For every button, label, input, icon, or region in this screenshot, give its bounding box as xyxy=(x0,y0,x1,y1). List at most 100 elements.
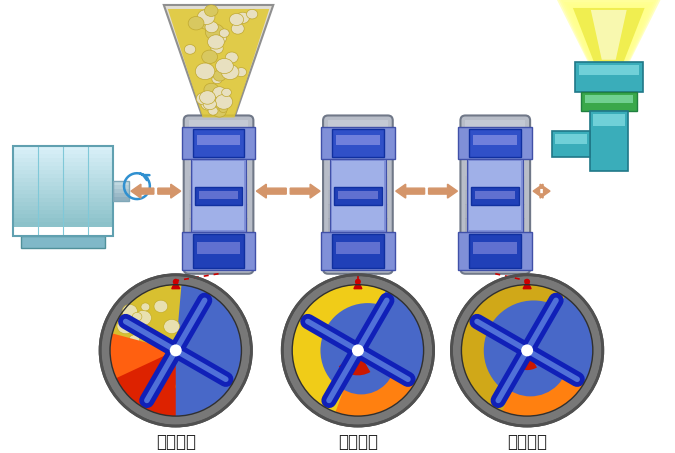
Ellipse shape xyxy=(355,279,361,284)
Ellipse shape xyxy=(232,23,244,34)
FancyBboxPatch shape xyxy=(323,116,393,274)
Bar xyxy=(466,135,525,149)
Ellipse shape xyxy=(205,5,218,16)
Bar xyxy=(458,127,532,159)
Bar xyxy=(328,204,387,219)
Wedge shape xyxy=(335,350,415,416)
Bar xyxy=(467,159,523,232)
Bar xyxy=(469,234,521,268)
Ellipse shape xyxy=(213,87,226,98)
Wedge shape xyxy=(110,284,242,416)
Ellipse shape xyxy=(219,29,230,38)
Ellipse shape xyxy=(122,304,138,318)
Ellipse shape xyxy=(141,303,150,311)
FancyBboxPatch shape xyxy=(460,116,530,274)
Bar xyxy=(328,135,387,149)
Wedge shape xyxy=(462,284,565,416)
Ellipse shape xyxy=(211,43,223,54)
Bar xyxy=(113,181,129,201)
Text: 熔体泵送: 熔体泵送 xyxy=(507,433,547,451)
Bar xyxy=(113,193,129,198)
Bar xyxy=(194,187,242,205)
Bar xyxy=(190,159,246,232)
Ellipse shape xyxy=(221,64,239,80)
Bar xyxy=(14,170,113,175)
Polygon shape xyxy=(540,184,550,198)
Ellipse shape xyxy=(236,67,246,77)
Wedge shape xyxy=(110,284,182,373)
Ellipse shape xyxy=(135,310,151,325)
Polygon shape xyxy=(533,184,543,198)
Bar xyxy=(466,148,525,163)
Bar xyxy=(14,202,113,207)
Ellipse shape xyxy=(188,16,204,30)
Polygon shape xyxy=(164,5,273,117)
Wedge shape xyxy=(452,275,603,426)
Bar xyxy=(466,246,525,261)
Bar xyxy=(332,161,384,230)
Wedge shape xyxy=(292,284,385,416)
Wedge shape xyxy=(339,350,371,376)
Ellipse shape xyxy=(117,318,134,334)
Ellipse shape xyxy=(161,380,169,387)
Bar xyxy=(189,204,248,219)
Wedge shape xyxy=(502,350,583,416)
Polygon shape xyxy=(555,0,662,62)
Bar xyxy=(330,159,386,232)
Wedge shape xyxy=(100,275,251,426)
Ellipse shape xyxy=(211,31,227,44)
Bar xyxy=(14,162,113,167)
Ellipse shape xyxy=(230,14,244,25)
Bar xyxy=(458,232,532,270)
Wedge shape xyxy=(292,284,424,416)
Ellipse shape xyxy=(129,324,139,333)
Bar xyxy=(466,204,525,219)
Polygon shape xyxy=(158,184,181,198)
Bar xyxy=(336,242,380,254)
Bar xyxy=(579,65,639,75)
Bar xyxy=(321,127,395,159)
Bar xyxy=(466,120,525,135)
Bar xyxy=(469,130,521,157)
Polygon shape xyxy=(168,9,269,117)
Polygon shape xyxy=(558,0,659,62)
Ellipse shape xyxy=(132,313,142,321)
Ellipse shape xyxy=(146,347,160,360)
Text: 塑化混炼: 塑化混炼 xyxy=(338,433,378,451)
Bar xyxy=(466,232,525,247)
Bar xyxy=(182,232,255,270)
Polygon shape xyxy=(290,184,320,198)
Polygon shape xyxy=(256,184,286,198)
Bar xyxy=(471,187,519,205)
Ellipse shape xyxy=(219,105,227,112)
Bar xyxy=(321,232,395,270)
Bar xyxy=(196,135,240,145)
Ellipse shape xyxy=(208,106,218,115)
Bar xyxy=(14,222,113,227)
Polygon shape xyxy=(573,8,645,62)
Bar xyxy=(189,218,248,233)
Wedge shape xyxy=(110,333,176,378)
Bar xyxy=(14,146,113,236)
Bar xyxy=(466,218,525,233)
Bar xyxy=(328,120,387,135)
Polygon shape xyxy=(131,184,154,198)
Ellipse shape xyxy=(221,88,232,96)
Bar xyxy=(466,162,525,177)
Bar xyxy=(469,161,521,230)
Bar xyxy=(14,190,113,195)
Polygon shape xyxy=(564,2,653,62)
Wedge shape xyxy=(282,275,433,426)
Ellipse shape xyxy=(161,340,176,352)
Ellipse shape xyxy=(164,319,180,334)
Polygon shape xyxy=(570,6,647,62)
Bar xyxy=(196,242,240,254)
Ellipse shape xyxy=(200,91,215,104)
Ellipse shape xyxy=(126,374,136,383)
Bar xyxy=(14,146,113,151)
Ellipse shape xyxy=(215,58,234,73)
Ellipse shape xyxy=(201,98,215,110)
Ellipse shape xyxy=(327,326,396,395)
Ellipse shape xyxy=(352,344,364,357)
Ellipse shape xyxy=(225,52,238,63)
